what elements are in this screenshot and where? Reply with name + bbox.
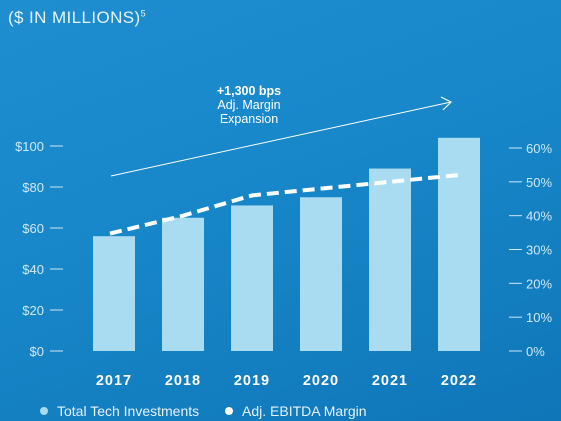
- legend-item-tech-investments: Total Tech Investments: [40, 403, 199, 419]
- left-tick-label: $60: [22, 221, 44, 236]
- subtitle-footnote: 5: [140, 8, 146, 19]
- right-tick-label: 0%: [526, 344, 545, 359]
- x-tick-label: 2020: [303, 373, 339, 389]
- right-tick-label: 60%: [526, 141, 552, 156]
- chart-subtitle: ($ IN MILLIONS)5: [8, 8, 146, 28]
- right-tick-label: 50%: [526, 175, 552, 190]
- bar-2021: [369, 168, 411, 351]
- x-tick-label: 2018: [165, 373, 201, 389]
- annotation-line-1: Adj. Margin: [217, 98, 281, 112]
- right-tick-label: 40%: [526, 209, 552, 224]
- x-axis: 2017 2018 2019 2020 2021 2022: [96, 373, 477, 389]
- left-tick-label: $20: [22, 303, 44, 318]
- legend-label: Total Tech Investments: [57, 403, 200, 419]
- legend-label: Adj. EBITDA Margin: [242, 403, 367, 419]
- left-axis: $0 $20 $40 $60 $80 $100: [15, 139, 63, 359]
- x-tick-label: 2022: [441, 373, 477, 389]
- trend-arrow-head: [440, 96, 453, 111]
- margin-line: [109, 172, 462, 236]
- bar-2019: [231, 205, 273, 351]
- legend-swatch-bar: [40, 407, 48, 415]
- x-tick-label: 2021: [372, 373, 408, 389]
- right-tick-label: 30%: [526, 243, 552, 258]
- x-tick-label: 2019: [234, 373, 270, 389]
- annotation-line-2: Expansion: [219, 112, 279, 126]
- left-tick-label: $0: [30, 344, 44, 359]
- subtitle-text: ($ IN MILLIONS): [8, 8, 141, 27]
- bar-series: [93, 137, 480, 351]
- legend-item-ebitda-margin: Adj. EBITDA Margin: [225, 403, 367, 419]
- trend-arrow-line: [110, 101, 452, 177]
- margin-annotation: +1,300 bps Adj. Margin Expansion: [190, 84, 308, 126]
- bar-2020: [300, 197, 342, 351]
- margin-expansion-arrow: [110, 96, 453, 177]
- bar-2022: [438, 137, 480, 351]
- right-axis: 0% 10% 20% 30% 40% 50% 60%: [509, 141, 552, 359]
- annotation-value: +1,300 bps: [216, 84, 282, 98]
- legend: Total Tech Investments Adj. EBITDA Margi…: [40, 403, 561, 419]
- left-tick-label: $80: [22, 180, 44, 195]
- right-tick-label: 20%: [526, 276, 552, 291]
- bar-2017: [93, 236, 135, 351]
- left-tick-label: $40: [22, 262, 44, 277]
- right-tick-label: 10%: [526, 310, 552, 325]
- left-tick-label: $100: [15, 139, 44, 154]
- bar-2018: [162, 217, 204, 351]
- legend-swatch-line: [225, 407, 234, 415]
- x-tick-label: 2017: [96, 373, 132, 389]
- margin-line-series: [109, 172, 462, 236]
